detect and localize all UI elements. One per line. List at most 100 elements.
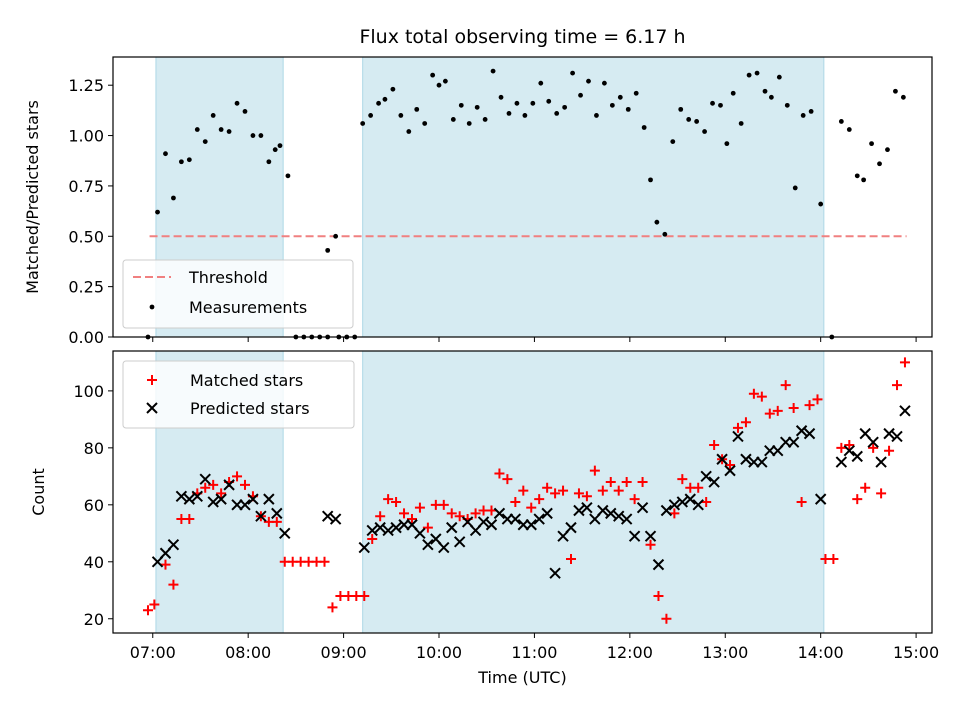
y-tick-label: 60 <box>84 496 104 515</box>
measurement-point <box>325 247 331 253</box>
measurement-point <box>854 173 860 179</box>
measurement-point <box>178 159 184 165</box>
measurement-point <box>762 88 768 94</box>
matched-stars-point <box>160 559 171 570</box>
matched-stars-point <box>653 590 664 601</box>
matched-stars-point <box>589 465 600 476</box>
matched-stars-point <box>629 494 640 505</box>
predicted-stars-point <box>565 521 577 534</box>
matched-stars-point <box>486 505 497 516</box>
predicted-stars-point <box>660 504 673 517</box>
panel-1: 0.00 0.25 0.50 0.75 1.00 1.25 Matched/Predicte… <box>23 26 933 347</box>
measurement-point <box>277 143 283 149</box>
measurement-point <box>710 100 715 106</box>
y-tick-label: 0.75 <box>68 177 104 196</box>
matched-stars-point <box>534 494 545 505</box>
measurement-point <box>514 100 520 106</box>
measurement-point <box>808 108 814 114</box>
matched-stars-point <box>732 422 743 433</box>
predicted-stars-point <box>573 504 585 517</box>
x-axis-label: Time (UTC) <box>477 668 566 687</box>
legend-measurements-label: Measurements <box>189 298 307 317</box>
y-axis-label: Count <box>29 468 48 516</box>
matched-stars-point <box>200 482 211 493</box>
predicted-stars-point <box>215 493 227 505</box>
measurement-point <box>368 113 374 118</box>
legend-predicted-label: Predicted stars <box>190 399 310 418</box>
measurement-point <box>498 94 504 100</box>
matched-stars-point <box>581 491 592 502</box>
measurement-point <box>670 139 676 145</box>
y-tick-label: 40 <box>84 553 104 572</box>
predicted-stars-point <box>716 453 728 465</box>
predicted-stars-point <box>493 507 506 520</box>
matched-stars-point <box>796 496 807 507</box>
predicted-stars-point <box>814 493 827 505</box>
panel-2: 20 40 60 80 100 07:00 08:00 09:00 10:00 11:00 12:0… <box>29 350 939 687</box>
matched-stars-point <box>899 357 910 368</box>
measurement-point <box>609 102 615 108</box>
chart-title: Flux total observing time = 6.17 h <box>359 26 685 48</box>
predicted-stars-point <box>271 507 283 520</box>
predicted-stars-point <box>485 519 498 531</box>
x-tick-label: 10:00 <box>416 643 462 662</box>
measurement-point <box>738 121 744 126</box>
measurement-point <box>768 94 774 100</box>
predicted-stars-point <box>541 507 553 520</box>
measurement-point <box>885 147 890 153</box>
matched-stars-point <box>669 508 680 519</box>
matched-stars-point <box>359 590 370 601</box>
predicted-stars-point <box>422 538 434 551</box>
predicted-stars-point <box>533 513 545 525</box>
measurement-point <box>538 80 544 86</box>
predicted-stars-point <box>644 530 657 542</box>
predicted-stars-point <box>684 493 696 505</box>
predicted-stars-point <box>652 558 665 571</box>
measurement-point <box>776 74 782 80</box>
predicted-stars-point <box>597 504 609 517</box>
predicted-stars-point <box>255 510 267 522</box>
measurement-point <box>754 70 760 76</box>
predicted-stars-point <box>581 501 593 514</box>
measurement-point <box>210 113 216 118</box>
predicted-stars-point <box>374 521 386 534</box>
matched-stars-point <box>661 613 672 624</box>
predicted-stars-point <box>867 436 879 448</box>
legend: Matched stars Predicted stars <box>122 360 355 429</box>
predicted-stars-point <box>843 444 856 457</box>
measurement-point <box>258 133 264 138</box>
measurement-point <box>792 185 798 191</box>
measurement-point <box>482 117 488 122</box>
matched-stars-point <box>438 499 449 510</box>
measurement-point <box>171 195 176 201</box>
matched-stars-point <box>804 400 815 411</box>
measurement-point <box>376 100 381 106</box>
measurement-point <box>641 125 647 130</box>
measurement-point <box>818 201 824 207</box>
measurement-point <box>546 98 552 104</box>
predicted-stars-point <box>382 524 394 537</box>
measurement-point <box>617 94 623 100</box>
matched-stars-point <box>613 485 624 496</box>
matched-stars-point <box>566 553 577 564</box>
predicted-stars-point <box>899 405 911 417</box>
predicted-stars-point <box>676 496 689 508</box>
predicted-stars-point <box>628 530 641 542</box>
measurement-point <box>686 117 692 122</box>
predicted-stars-point <box>167 538 180 551</box>
predicted-stars-point <box>756 456 768 468</box>
predicted-stars-point <box>732 430 744 443</box>
x-tick-label: 09:00 <box>321 643 367 662</box>
measurement-point <box>633 90 639 96</box>
matched-stars-point <box>852 494 863 505</box>
matched-stars-point <box>518 485 529 496</box>
x-tick-label: 14:00 <box>798 643 844 662</box>
x-tick-label: 11:00 <box>511 643 557 662</box>
measurement-point <box>718 102 723 108</box>
measurement-point <box>202 139 208 145</box>
matched-stars-point <box>510 496 521 507</box>
matched-stars-point <box>367 534 378 544</box>
predicted-stars-point <box>358 541 370 554</box>
y-tick-label: 100 <box>73 382 104 401</box>
